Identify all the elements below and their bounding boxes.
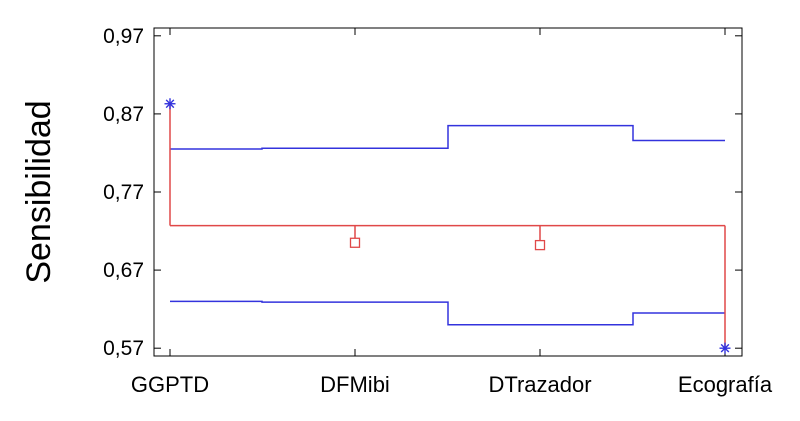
square-point-marker (349, 237, 361, 248)
y-tick-label: 0,77 (103, 181, 144, 204)
x-axis-ticks: GGPTD DFMibi DTrazador Ecografía (131, 28, 773, 397)
y-tick-label: 0,87 (103, 103, 144, 126)
upper-limit-line (170, 124, 725, 150)
y-axis-ticks: 0,97 0,87 0,77 0,67 0,57 (103, 25, 742, 360)
chart-series (170, 124, 725, 326)
x-tick-label: DTrazador (488, 372, 591, 397)
plot-frame (153, 27, 743, 357)
asterisk-point-marker (164, 98, 176, 110)
chart-points (164, 98, 731, 354)
asterisk-stroke (720, 343, 730, 353)
x-tick-label: Ecografía (678, 372, 773, 397)
lower-limit-line (170, 300, 725, 326)
square-point-marker (534, 239, 546, 251)
asterisk-point-marker (719, 342, 731, 354)
y-axis-label: Sensibilidad (20, 100, 58, 283)
x-tick-label: DFMibi (320, 372, 390, 397)
y-tick-label: 0,67 (103, 259, 144, 282)
x-tick-label: GGPTD (131, 372, 209, 397)
y-tick-label: 0,97 (103, 25, 144, 48)
asterisk-stroke (165, 99, 175, 109)
y-tick-label: 0,57 (103, 337, 144, 360)
